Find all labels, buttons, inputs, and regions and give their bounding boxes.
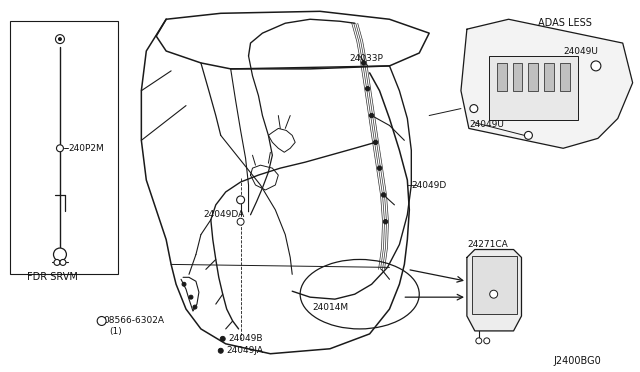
Circle shape bbox=[362, 61, 366, 65]
Circle shape bbox=[524, 131, 532, 140]
Text: 24271CA: 24271CA bbox=[467, 240, 508, 249]
Circle shape bbox=[591, 61, 601, 71]
Circle shape bbox=[237, 196, 244, 204]
Text: 24049DA: 24049DA bbox=[203, 210, 244, 219]
Circle shape bbox=[490, 290, 498, 298]
Circle shape bbox=[54, 248, 67, 261]
Circle shape bbox=[189, 295, 193, 299]
Bar bbox=[497, 63, 507, 91]
Bar bbox=[544, 63, 554, 91]
Text: J2400BG0: J2400BG0 bbox=[553, 356, 601, 366]
Circle shape bbox=[476, 338, 482, 344]
Text: 24049U: 24049U bbox=[563, 46, 598, 55]
Polygon shape bbox=[461, 19, 633, 148]
Circle shape bbox=[97, 317, 106, 326]
Polygon shape bbox=[467, 250, 522, 331]
Circle shape bbox=[383, 219, 388, 224]
Circle shape bbox=[58, 38, 61, 41]
Circle shape bbox=[182, 282, 186, 286]
Circle shape bbox=[193, 305, 197, 309]
Text: FDR SRVM: FDR SRVM bbox=[28, 272, 78, 282]
Text: 08566-6302A: 08566-6302A bbox=[104, 317, 164, 326]
Circle shape bbox=[56, 145, 63, 152]
Circle shape bbox=[218, 348, 223, 353]
Text: 24049B: 24049B bbox=[228, 334, 263, 343]
Circle shape bbox=[54, 259, 60, 265]
Circle shape bbox=[56, 35, 65, 44]
Circle shape bbox=[378, 166, 381, 170]
Text: 24049U: 24049U bbox=[469, 120, 504, 129]
Text: (1): (1) bbox=[109, 327, 122, 336]
Text: 240P2M: 240P2M bbox=[68, 144, 104, 153]
Circle shape bbox=[381, 193, 386, 197]
Bar bbox=[489, 56, 578, 121]
Text: 24049D: 24049D bbox=[412, 180, 447, 189]
Text: 24033P: 24033P bbox=[350, 54, 383, 64]
Circle shape bbox=[220, 336, 225, 341]
Circle shape bbox=[369, 113, 374, 118]
Circle shape bbox=[484, 338, 490, 344]
Bar bbox=[472, 256, 516, 314]
Text: 24014M: 24014M bbox=[312, 302, 348, 312]
Bar bbox=[529, 63, 538, 91]
Circle shape bbox=[60, 259, 66, 265]
Circle shape bbox=[237, 218, 244, 225]
Circle shape bbox=[365, 87, 370, 91]
Circle shape bbox=[373, 140, 378, 144]
Circle shape bbox=[470, 105, 478, 113]
Bar bbox=[10, 21, 118, 274]
Text: ADAS LESS: ADAS LESS bbox=[538, 18, 592, 28]
Bar bbox=[560, 63, 570, 91]
Text: 24049JA: 24049JA bbox=[227, 346, 264, 355]
Bar bbox=[513, 63, 522, 91]
